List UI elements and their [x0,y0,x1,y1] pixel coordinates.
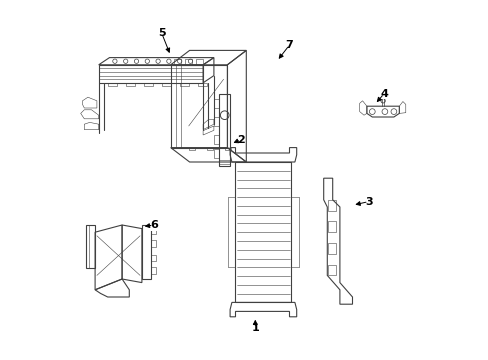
Text: 4: 4 [380,89,387,99]
Text: 5: 5 [158,28,165,38]
Text: 2: 2 [237,135,244,145]
Text: 3: 3 [364,197,372,207]
Text: 6: 6 [149,220,158,230]
Text: 1: 1 [251,323,259,333]
Text: 7: 7 [285,40,293,50]
